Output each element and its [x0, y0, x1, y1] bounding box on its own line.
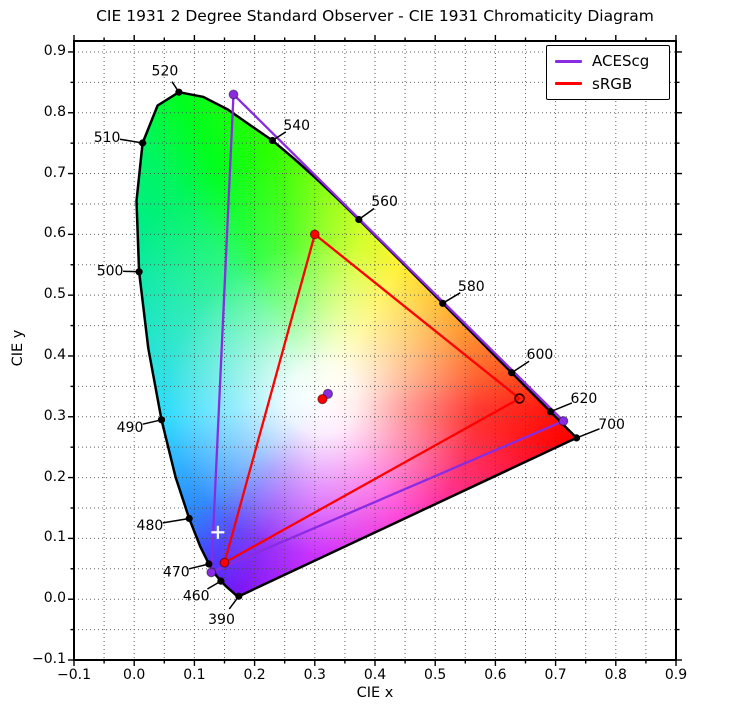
- y-tick-label: 0.1: [43, 529, 66, 546]
- x-tick-label: 0.6: [484, 667, 507, 683]
- srgb-line-swatch: [555, 82, 582, 86]
- wavelength-label: 600: [527, 347, 554, 363]
- wavelength-dot: [205, 560, 213, 568]
- wavelength-label: 540: [283, 118, 310, 134]
- wavelength-label: 490: [117, 420, 144, 436]
- wavelength-label: 620: [571, 391, 598, 407]
- wavelength-dot: [175, 88, 183, 96]
- x-tick-label: −0.1: [57, 667, 91, 683]
- acescg-gamut-triangle: [210, 91, 566, 575]
- wavelength-label: 480: [137, 518, 164, 534]
- y-tick-label: −0.1: [32, 651, 66, 667]
- y-axis-label: CIE y: [10, 329, 26, 367]
- wavelength-dot: [508, 369, 516, 377]
- wavelength-label: 460: [183, 588, 210, 604]
- wavelength-label: 580: [458, 279, 485, 295]
- legend-label-srgb: sRGB: [592, 74, 633, 93]
- y-tick-label: 0.3: [43, 407, 66, 424]
- srgb-primary-g: [309, 229, 320, 240]
- wavelength-label: 700: [598, 417, 625, 433]
- wavelength-dot: [268, 136, 276, 145]
- acescg-markers: [206, 89, 569, 578]
- legend-label-acescg: ACEScg: [592, 52, 650, 71]
- wavelength-label: 500: [97, 264, 124, 280]
- acescg-primary-b: [206, 567, 217, 578]
- srgb-gamut-triangle: [222, 232, 522, 566]
- y-tick-label: 0.6: [43, 225, 66, 242]
- srgb-markers: [219, 229, 525, 568]
- x-tick-label: 0.0: [123, 667, 146, 683]
- acescg-line-swatch: [555, 59, 582, 63]
- wavelength-label: 510: [94, 130, 121, 146]
- wavelength-label: 560: [371, 194, 398, 210]
- chart-title: CIE 1931 2 Degree Standard Observer - CI…: [96, 7, 654, 25]
- wavelength-dot: [135, 268, 143, 276]
- srgb-primary-b: [219, 557, 230, 568]
- wavelength-leader: [550, 402, 573, 413]
- acescg-primary-g: [228, 89, 239, 100]
- legend-entry-srgb: sRGB: [555, 75, 661, 93]
- wavelength-dot: [235, 592, 243, 600]
- wavelength-dot: [217, 577, 225, 585]
- y-tick-label: 0.5: [43, 286, 66, 303]
- y-tick-label: 0.9: [43, 42, 66, 59]
- srgb-whitepoint: [317, 393, 328, 405]
- x-tick-label: 0.1: [183, 667, 206, 683]
- y-tick-label: 0.7: [43, 164, 66, 181]
- legend-entry-acescg: ACEScg: [555, 52, 661, 70]
- wavelength-dot: [546, 408, 555, 416]
- y-tick-label: 0.2: [43, 468, 66, 485]
- wavelength-dot: [185, 514, 193, 523]
- x-tick-label: 0.3: [303, 667, 326, 683]
- x-tick-label: 0.5: [424, 667, 447, 683]
- x-tick-label: 0.8: [604, 667, 627, 683]
- y-tick-label: 0.0: [43, 590, 66, 607]
- wavelength-dot: [572, 434, 581, 442]
- acescg-primary-r: [558, 416, 569, 426]
- x-tick-label: 0.9: [664, 667, 688, 683]
- wavelength-label: 390: [208, 612, 235, 628]
- x-tick-label: 0.2: [243, 667, 266, 683]
- plot-frame: [73, 40, 677, 661]
- srgb-primary-r: [514, 393, 525, 404]
- wavelength-dot: [157, 416, 166, 424]
- spectral-locus: [135, 90, 578, 598]
- wavelength-leader: [162, 517, 190, 524]
- plotted-point-cross: [211, 525, 225, 539]
- x-tick-label: 0.4: [363, 667, 387, 683]
- x-axis-label: CIE x: [356, 685, 394, 701]
- wavelength-label: 470: [163, 565, 190, 581]
- wavelength-dot: [355, 215, 363, 224]
- wavelength-dot: [439, 299, 447, 307]
- legend: ACEScg sRGB: [546, 45, 670, 100]
- wavelength-dot: [139, 139, 147, 147]
- x-tick-label: 0.7: [544, 667, 567, 683]
- wavelength-label: 520: [152, 64, 179, 80]
- y-tick-label: 0.4: [43, 346, 66, 363]
- wavelength-leader: [119, 138, 143, 144]
- wavelength-annotations: 390 460 470 480 490 500 510 520 540 560 580 600 6207…: [94, 64, 625, 629]
- wavelength-leader: [576, 428, 600, 439]
- y-tick-label: 0.8: [43, 103, 66, 120]
